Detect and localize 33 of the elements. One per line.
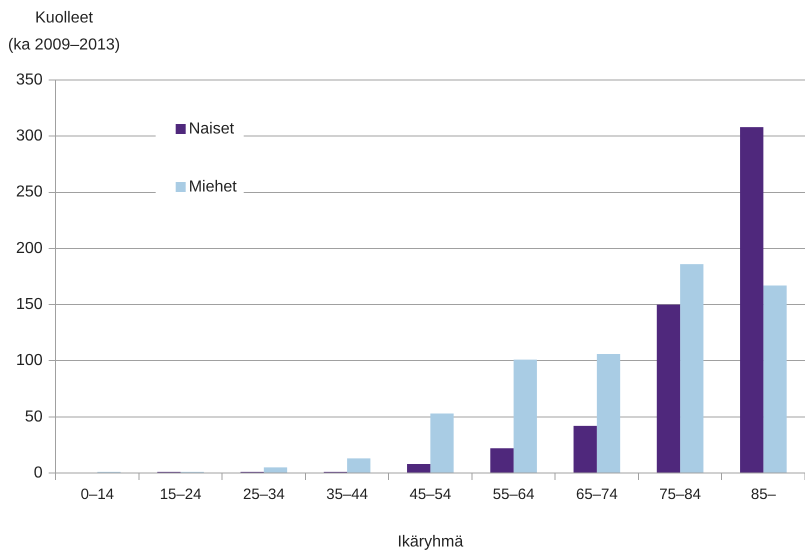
x-tick-label: 15–24 (160, 486, 202, 504)
x-tick-label: 25–34 (242, 486, 285, 504)
legend-label: Miehet (188, 178, 238, 196)
bar (656, 304, 680, 472)
bar (596, 354, 620, 472)
x-tick-label: 0–14 (80, 486, 114, 504)
legend-label: Naiset (188, 120, 235, 138)
bar (264, 467, 288, 472)
y-tick-label: 100 (16, 352, 43, 370)
y-tick-label: 300 (16, 128, 43, 145)
y-tick-label: 250 (16, 184, 43, 201)
x-tick-label: 45–54 (409, 486, 452, 504)
x-tick-label: 55–64 (492, 486, 534, 504)
y-tick-label: 350 (16, 71, 43, 88)
bar (407, 464, 430, 472)
x-tick-label: 85– (750, 486, 777, 504)
x-tick-label: 35–44 (326, 486, 368, 504)
bar (574, 426, 597, 472)
y-tick-label: 150 (16, 296, 43, 313)
y-tick-label: 50 (24, 408, 43, 426)
x-tick-label: 75–84 (659, 486, 701, 504)
y-tick-label: 0 (34, 464, 43, 482)
bar (680, 264, 704, 472)
bar (740, 127, 764, 472)
x-tick-label: 65–74 (576, 486, 618, 504)
y-tick-label: 200 (16, 240, 43, 257)
bar (490, 448, 514, 472)
y-axis-title: Kuolleet (ka 2009–2013) (8, 9, 120, 54)
bar (763, 285, 787, 472)
x-axis-title: Ikäryhmä (397, 533, 464, 550)
bar (514, 360, 537, 472)
bar (430, 413, 454, 472)
bar (347, 458, 370, 472)
